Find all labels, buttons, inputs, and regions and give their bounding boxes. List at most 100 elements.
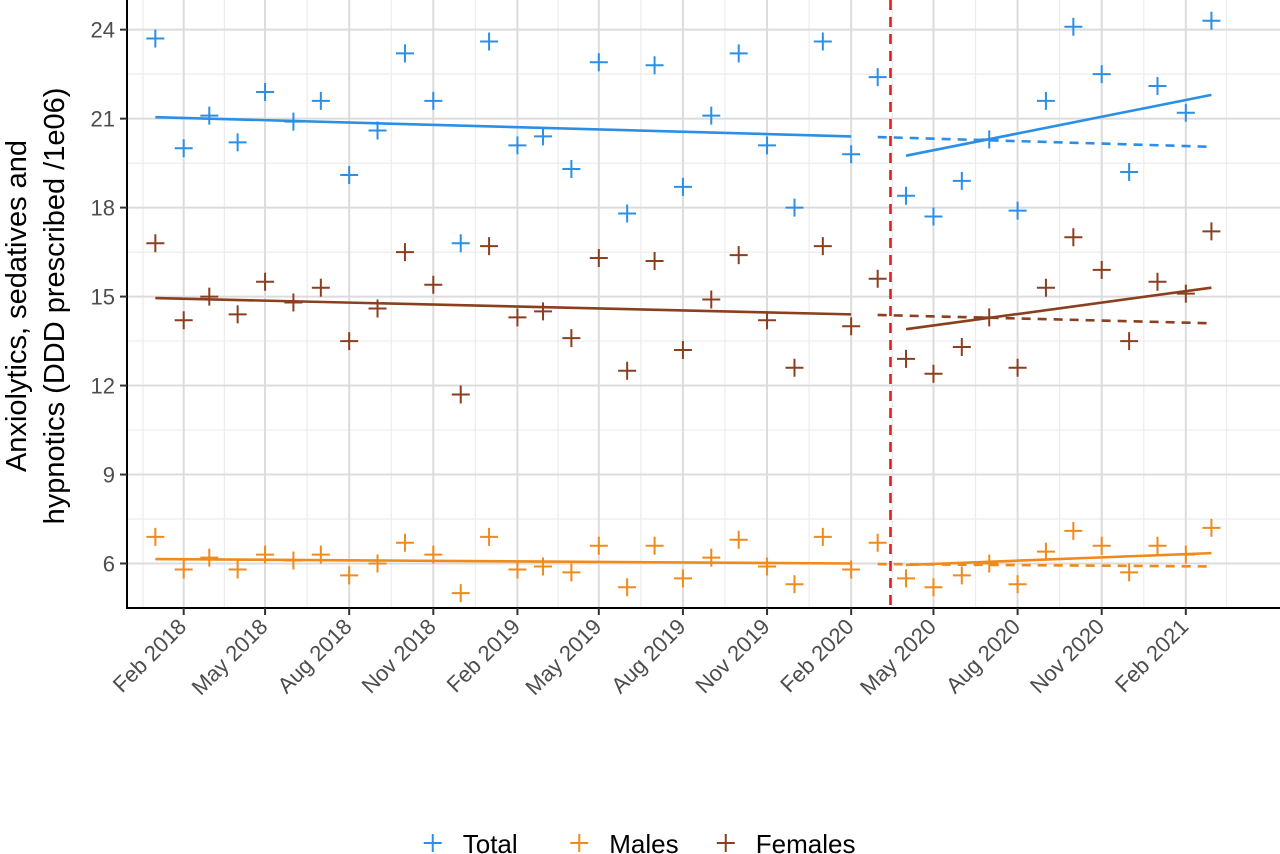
point-total: [589, 53, 608, 72]
point-males: [424, 545, 443, 564]
point-females: [980, 308, 999, 327]
point-males: [952, 566, 971, 585]
point-total: [897, 186, 916, 205]
point-males: [1064, 521, 1083, 540]
point-total: [228, 133, 247, 152]
point-males: [758, 557, 777, 576]
trend-lines: [155, 93, 1212, 568]
point-males: [451, 584, 470, 603]
point-females: [228, 305, 247, 324]
point-males: [785, 575, 804, 594]
point-total: [645, 56, 664, 75]
point-total: [534, 127, 553, 146]
legend-label-males: Males: [609, 829, 678, 854]
point-total: [1148, 77, 1167, 96]
point-females: [589, 249, 608, 268]
point-total: [1120, 163, 1139, 182]
point-males: [200, 548, 219, 567]
point-total: [146, 29, 165, 48]
minor-gridlines: [127, 0, 1280, 608]
point-total: [1008, 201, 1027, 220]
point-females: [868, 269, 887, 288]
point-total: [842, 145, 861, 164]
point-males: [534, 557, 553, 576]
point-total: [1036, 91, 1055, 110]
point-females: [480, 237, 499, 256]
point-females: [813, 237, 832, 256]
point-females: [146, 234, 165, 253]
point-females: [1036, 278, 1055, 297]
point-females: [758, 311, 777, 330]
point-males: [1008, 575, 1027, 594]
point-females: [395, 243, 414, 262]
point-total: [200, 106, 219, 125]
point-females: [924, 364, 943, 383]
point-females: [729, 246, 748, 265]
data-points: [146, 11, 1221, 603]
point-total: [980, 130, 999, 149]
counterfactual-males: [877, 562, 1212, 568]
point-females: [952, 338, 971, 357]
point-males: [228, 560, 247, 579]
point-total: [618, 204, 637, 223]
trend-pre-total: [155, 115, 852, 138]
legend-key-males: [570, 834, 589, 852]
y-tick-labels: 6 9 12 15 18 21 24: [91, 18, 115, 577]
point-females: [174, 311, 193, 330]
point-males: [868, 533, 887, 552]
point-total: [395, 44, 414, 63]
y-tick-label: 21: [91, 107, 115, 132]
point-females: [508, 308, 527, 327]
point-total: [868, 68, 887, 87]
point-males: [673, 569, 692, 588]
point-males: [1176, 545, 1195, 564]
point-total: [924, 207, 943, 226]
point-males: [589, 536, 608, 555]
y-tick-label: 15: [91, 285, 115, 310]
point-females: [562, 329, 581, 348]
point-total: [424, 91, 443, 110]
point-females: [618, 361, 637, 380]
legend: Total Males Females: [423, 829, 856, 854]
point-males: [480, 527, 499, 546]
point-males: [174, 560, 193, 579]
point-females: [702, 290, 721, 309]
point-males: [842, 560, 861, 579]
point-total: [1092, 65, 1111, 84]
counterfactual-total: [877, 135, 1212, 149]
point-females: [897, 349, 916, 368]
point-females: [1120, 332, 1139, 351]
point-females: [1008, 358, 1027, 377]
point-total: [480, 32, 499, 51]
point-total: [311, 91, 330, 110]
point-females: [534, 302, 553, 321]
point-total: [1064, 17, 1083, 36]
point-males: [284, 551, 303, 570]
point-females: [673, 340, 692, 359]
point-females: [1092, 260, 1111, 279]
trend-pre-males: [155, 557, 852, 565]
point-females: [451, 385, 470, 404]
counterfactual-females: [877, 313, 1212, 325]
point-males: [897, 569, 916, 588]
point-males: [1092, 536, 1111, 555]
point-total: [562, 160, 581, 179]
point-total: [729, 44, 748, 63]
point-females: [785, 358, 804, 377]
point-total: [256, 82, 275, 101]
point-total: [758, 136, 777, 155]
point-females: [424, 275, 443, 294]
legend-label-females: Females: [756, 829, 856, 854]
trend-pre-females: [155, 296, 852, 316]
point-males: [311, 545, 330, 564]
y-axis-label-line2: hypnotics (DDD prescribed /1e06): [39, 88, 71, 525]
point-females: [842, 317, 861, 336]
point-females: [1064, 228, 1083, 247]
point-males: [1202, 518, 1221, 537]
point-males: [813, 527, 832, 546]
point-total: [813, 32, 832, 51]
y-tick-label: 24: [91, 18, 115, 43]
point-total: [785, 198, 804, 217]
point-females: [1176, 284, 1195, 303]
